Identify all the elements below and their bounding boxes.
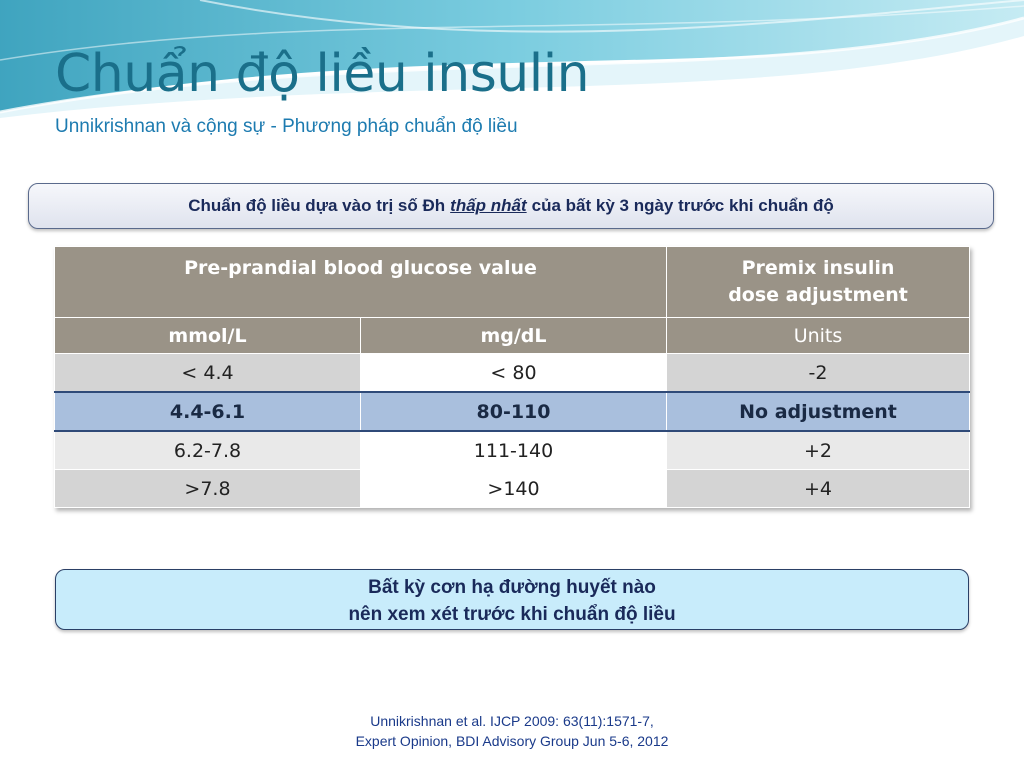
dose-adjustment-table: Pre-prandial blood glucose value Premix … [54, 246, 970, 508]
criteria-banner: Chuẩn độ liều dựa vào trị số Đh thấp nhấ… [28, 183, 994, 229]
table-row: < 4.4 < 80 -2 [54, 353, 970, 393]
reference-line2: Expert Opinion, BDI Advisory Group Jun 5… [355, 733, 669, 749]
cell-mmol: 6.2-7.8 [54, 430, 361, 470]
header-dose-line2: dose adjustment [728, 284, 908, 306]
note-line2: nên xem xét trước khi chuẩn độ liều [348, 604, 676, 625]
reference-line1: Unnikrishnan et al. IJCP 2009: 63(11):15… [370, 713, 654, 729]
cell-mgdl: 80-110 [360, 391, 667, 432]
banner-text-before: Chuẩn độ liều dựa vào trị số Đh [188, 196, 446, 215]
page-subtitle: Unnikrishnan và cộng sự - Phương pháp ch… [55, 116, 518, 137]
header-glucose: Pre-prandial blood glucose value [54, 246, 667, 318]
subheader-mgdl: mg/dL [360, 317, 667, 354]
subheader-units: Units [666, 317, 970, 354]
reference-citation: Unnikrishnan et al. IJCP 2009: 63(11):15… [0, 711, 1024, 751]
cell-mmol: >7.8 [54, 469, 361, 508]
table-row-highlighted: 4.4-6.1 80-110 No adjustment [54, 391, 970, 432]
cell-mgdl: 111-140 [360, 430, 667, 470]
note-line1: Bất kỳ cơn hạ đường huyết nào [368, 577, 656, 598]
header-dose-line1: Premix insulin [741, 257, 895, 279]
hypoglycemia-note: Bất kỳ cơn hạ đường huyết nào nên xem xé… [55, 569, 969, 630]
cell-units: -2 [666, 353, 970, 393]
table-row: >7.8 >140 +4 [54, 469, 970, 508]
banner-emphasis: thấp nhất [450, 196, 527, 215]
cell-mmol: 4.4-6.1 [54, 391, 361, 432]
table-row: 6.2-7.8 111-140 +2 [54, 430, 970, 470]
cell-units: No adjustment [666, 391, 970, 432]
cell-mgdl: >140 [360, 469, 667, 508]
page-title: Chuẩn độ liều insulin [55, 44, 590, 104]
subheader-mmol: mmol/L [54, 317, 361, 354]
table-header-row: Pre-prandial blood glucose value Premix … [54, 246, 970, 318]
cell-mgdl: < 80 [360, 353, 667, 393]
background-waves [0, 0, 1024, 118]
banner-text-after: của bất kỳ 3 ngày trước khi chuẩn độ [531, 196, 834, 215]
cell-units: +2 [666, 430, 970, 470]
header-dose: Premix insulin dose adjustment [666, 246, 970, 318]
table-subheader-row: mmol/L mg/dL Units [54, 317, 970, 354]
cell-units: +4 [666, 469, 970, 508]
cell-mmol: < 4.4 [54, 353, 361, 393]
